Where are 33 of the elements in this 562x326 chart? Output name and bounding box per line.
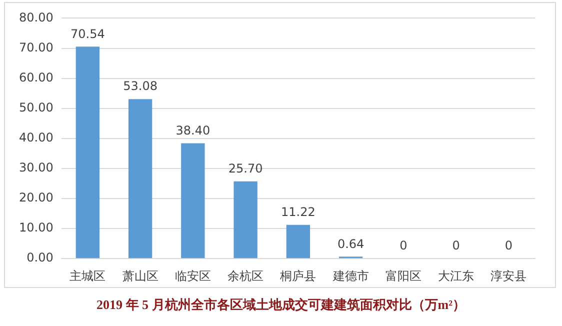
data-label: 0 bbox=[504, 238, 513, 253]
x-tick-label: 主城区 bbox=[70, 268, 106, 283]
bar bbox=[76, 46, 100, 258]
data-label: 25.70 bbox=[228, 161, 263, 176]
bar bbox=[286, 224, 310, 258]
data-label: 0 bbox=[452, 238, 460, 253]
y-tick-label: 60.00 bbox=[18, 70, 54, 84]
x-tick-label: 临安区 bbox=[174, 268, 211, 283]
x-tick-label: 萧山区 bbox=[122, 268, 158, 283]
x-tick-label: 桐庐县 bbox=[279, 268, 316, 283]
x-tick-label: 富阳区 bbox=[385, 268, 422, 283]
y-tick-label: 10.00 bbox=[18, 220, 54, 235]
bar bbox=[234, 181, 258, 258]
x-tick-label: 余杭区 bbox=[228, 268, 264, 283]
x-tick-label: 建德市 bbox=[332, 268, 369, 283]
data-label: 11.22 bbox=[280, 205, 316, 220]
text: 2019 年 5 月杭州全市各区域土地成交可建建筑面积对比（万m²） bbox=[96, 296, 466, 314]
y-tick-label: 30.00 bbox=[18, 160, 54, 175]
data-label: 70.54 bbox=[70, 26, 105, 41]
data-label: 0.64 bbox=[337, 236, 364, 251]
y-tick-label: 50.00 bbox=[18, 100, 54, 114]
x-tick-label: 大江东 bbox=[438, 268, 474, 283]
y-tick-label: 20.00 bbox=[18, 190, 54, 205]
y-tick-label: 0.00 bbox=[26, 250, 54, 265]
y-tick-label: 70.00 bbox=[18, 40, 54, 54]
data-label: 0 bbox=[400, 238, 408, 253]
y-tick-label: 40.00 bbox=[18, 130, 54, 145]
data-label: 38.40 bbox=[176, 123, 210, 138]
bar bbox=[128, 99, 152, 258]
y-tick-label: 80.00 bbox=[18, 10, 54, 24]
bar bbox=[181, 143, 205, 258]
data-label: 53.08 bbox=[123, 79, 158, 94]
x-tick-label: 淳安县 bbox=[490, 268, 527, 283]
